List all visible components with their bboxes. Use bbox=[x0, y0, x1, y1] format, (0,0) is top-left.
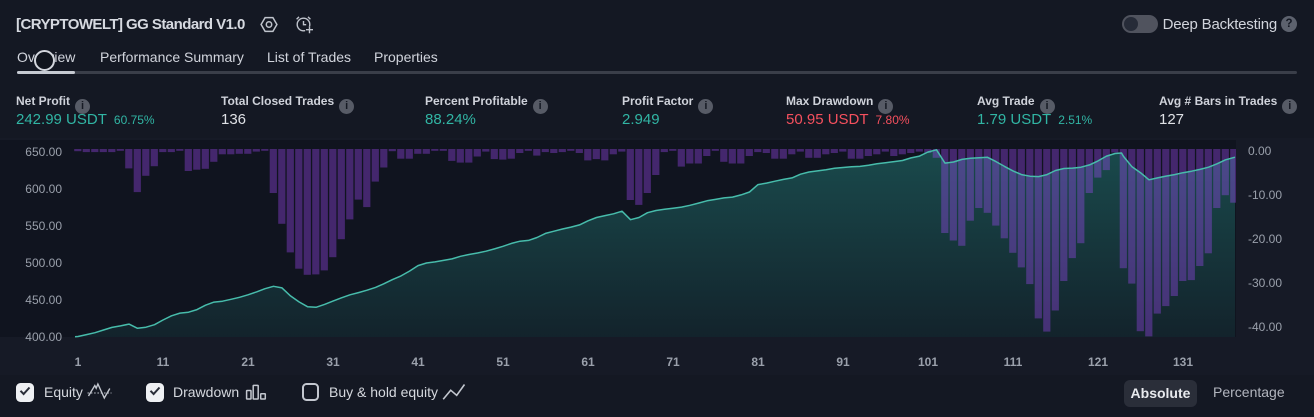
svg-text:31: 31 bbox=[326, 355, 340, 369]
svg-text:-20.00: -20.00 bbox=[1248, 232, 1282, 246]
svg-text:71: 71 bbox=[666, 355, 680, 369]
svg-text:121: 121 bbox=[1088, 355, 1108, 369]
svg-text:81: 81 bbox=[751, 355, 765, 369]
svg-text:500.00: 500.00 bbox=[25, 256, 62, 270]
svg-text:51: 51 bbox=[496, 355, 510, 369]
svg-text:21: 21 bbox=[241, 355, 255, 369]
svg-text:0.00: 0.00 bbox=[1248, 144, 1272, 158]
svg-text:400.00: 400.00 bbox=[25, 330, 62, 344]
svg-text:101: 101 bbox=[918, 355, 938, 369]
svg-text:650.00: 650.00 bbox=[25, 145, 62, 159]
svg-text:131: 131 bbox=[1173, 355, 1193, 369]
svg-text:11: 11 bbox=[157, 355, 170, 369]
svg-text:91: 91 bbox=[836, 355, 850, 369]
svg-text:450.00: 450.00 bbox=[25, 293, 62, 307]
svg-text:-30.00: -30.00 bbox=[1248, 276, 1282, 290]
svg-text:550.00: 550.00 bbox=[25, 219, 62, 233]
svg-text:1: 1 bbox=[75, 355, 82, 369]
svg-text:111: 111 bbox=[1004, 355, 1023, 369]
svg-text:600.00: 600.00 bbox=[25, 182, 62, 196]
svg-text:-40.00: -40.00 bbox=[1248, 320, 1282, 334]
svg-text:61: 61 bbox=[581, 355, 595, 369]
svg-text:-10.00: -10.00 bbox=[1248, 188, 1282, 202]
svg-text:41: 41 bbox=[411, 355, 425, 369]
